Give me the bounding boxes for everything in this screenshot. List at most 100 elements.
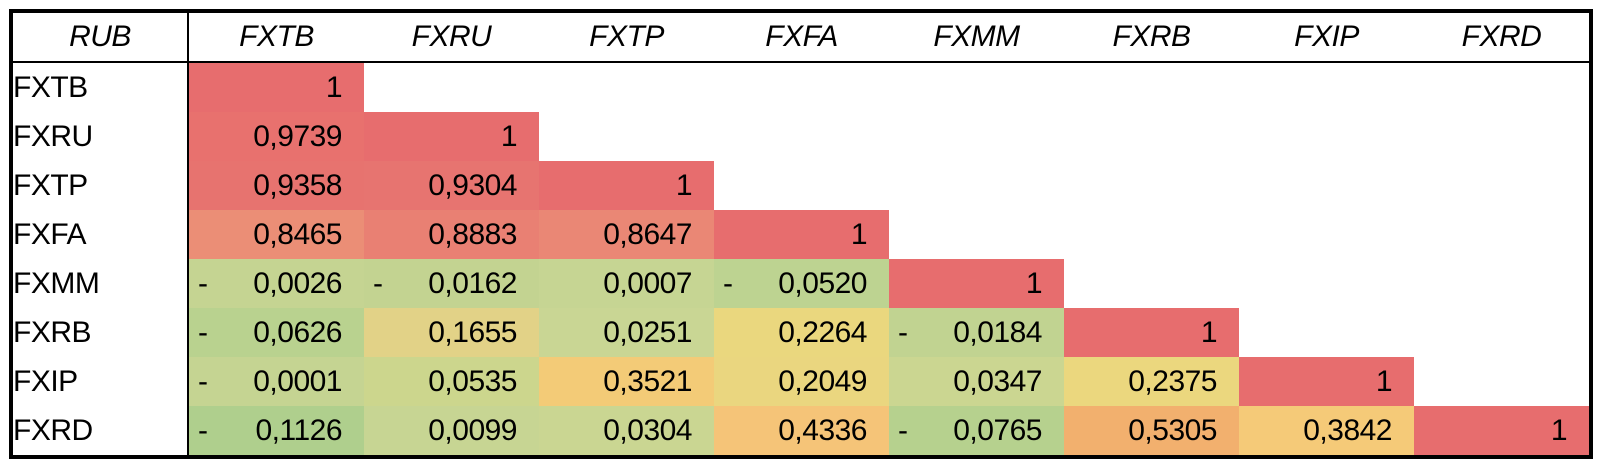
column-header-fxip: FXIP xyxy=(1239,11,1414,63)
matrix-cell-fxrb-fxtp: 0,0251 xyxy=(539,308,714,357)
cell-value: 0,0347 xyxy=(953,364,1042,398)
cell-value: 0,0162 xyxy=(428,266,517,300)
matrix-cell-fxip-fxrb: 0,2375 xyxy=(1064,357,1239,406)
matrix-cell-fxmm-fxfa: - 0,0520 xyxy=(714,259,889,308)
matrix-body: FXTB 1 FXRU 0,9739 1 FXTP 0,9358 0,9304 1 FXFA 0,8… xyxy=(11,62,1591,457)
cell-value: 0,1126 xyxy=(255,413,342,447)
correlation-matrix-table: RUB FXTB FXRU FXTP FXFA FXMM FXRB FXIP FXRD FXT… xyxy=(9,9,1593,459)
empty-cell xyxy=(714,62,889,112)
column-header-fxtb: FXTB xyxy=(188,11,364,63)
cell-value: 0,0007 xyxy=(603,266,692,300)
row-label-fxtp: FXTP xyxy=(11,161,189,210)
empty-cell xyxy=(714,161,889,210)
matrix-cell-fxrd-fxrb: 0,5305 xyxy=(1064,406,1239,457)
cell-value: 0,2049 xyxy=(778,364,867,398)
empty-cell xyxy=(1414,357,1591,406)
empty-cell xyxy=(714,112,889,161)
cell-value: 0,9304 xyxy=(428,168,517,202)
negative-sign: - xyxy=(898,413,908,447)
matrix-cell-fxmm-fxtp: 0,0007 xyxy=(539,259,714,308)
matrix-cell-fxfa-fxru: 0,8883 xyxy=(364,210,539,259)
negative-sign: - xyxy=(898,315,908,349)
column-header-fxru: FXRU xyxy=(364,11,539,63)
empty-cell xyxy=(889,161,1064,210)
matrix-cell-fxrd-fxfa: 0,4336 xyxy=(714,406,889,457)
empty-cell xyxy=(364,62,539,112)
cell-value: 0,0001 xyxy=(253,364,342,398)
table-row-fxip: FXIP - 0,0001 0,0535 0,3521 0,2049 0,0347 0,237… xyxy=(11,357,1591,406)
cell-value: 0,0535 xyxy=(428,364,517,398)
matrix-cell-fxrd-fxmm: - 0,0765 xyxy=(889,406,1064,457)
cell-value: 0,8647 xyxy=(603,217,692,251)
row-label-fxmm: FXMM xyxy=(11,259,189,308)
cell-value: 0,0626 xyxy=(253,315,342,349)
cell-value: 1 xyxy=(1025,266,1043,300)
row-label-fxrd: FXRD xyxy=(11,406,189,457)
cell-value: 0,9739 xyxy=(253,119,342,153)
matrix-cell-fxip-fxtp: 0,3521 xyxy=(539,357,714,406)
table-row-fxtb: FXTB 1 xyxy=(11,62,1591,112)
matrix-cell-fxtp-fxtb: 0,9358 xyxy=(188,161,364,210)
matrix-cell-fxtb-fxtb: 1 xyxy=(188,62,364,112)
cell-value: 1 xyxy=(325,70,343,104)
cell-value: 1 xyxy=(500,119,518,153)
empty-cell xyxy=(1414,112,1591,161)
header-row: RUB FXTB FXRU FXTP FXFA FXMM FXRB FXIP FXRD xyxy=(11,11,1591,63)
matrix-cell-fxrb-fxtb: - 0,0626 xyxy=(188,308,364,357)
matrix-cell-fxrd-fxtb: - 0,1126 xyxy=(188,406,364,457)
empty-cell xyxy=(889,210,1064,259)
cell-value: 0,4336 xyxy=(778,413,867,447)
cell-value: 0,8883 xyxy=(428,217,517,251)
negative-sign: - xyxy=(373,266,383,300)
cell-value: 0,8465 xyxy=(253,217,342,251)
empty-cell xyxy=(1064,259,1239,308)
row-label-fxrb: FXRB xyxy=(11,308,189,357)
cell-value: 0,9358 xyxy=(253,168,342,202)
cell-value: 1 xyxy=(850,217,868,251)
cell-value: 0,5305 xyxy=(1128,413,1217,447)
empty-cell xyxy=(539,112,714,161)
negative-sign: - xyxy=(198,315,208,349)
empty-cell xyxy=(1064,210,1239,259)
cell-value: 0,2375 xyxy=(1128,364,1217,398)
empty-cell xyxy=(1239,161,1414,210)
matrix-cell-fxip-fxfa: 0,2049 xyxy=(714,357,889,406)
column-header-fxtp: FXTP xyxy=(539,11,714,63)
column-header-fxrd: FXRD xyxy=(1414,11,1591,63)
matrix-cell-fxip-fxip: 1 xyxy=(1239,357,1414,406)
table-row-fxfa: FXFA 0,8465 0,8883 0,8647 1 xyxy=(11,210,1591,259)
row-label-fxtb: FXTB xyxy=(11,62,189,112)
matrix-cell-fxru-fxtb: 0,9739 xyxy=(188,112,364,161)
matrix-cell-fxru-fxru: 1 xyxy=(364,112,539,161)
matrix-cell-fxrd-fxtp: 0,0304 xyxy=(539,406,714,457)
negative-sign: - xyxy=(198,413,208,447)
cell-value: 0,0520 xyxy=(778,266,867,300)
matrix-cell-fxrb-fxfa: 0,2264 xyxy=(714,308,889,357)
matrix-cell-fxrd-fxru: 0,0099 xyxy=(364,406,539,457)
cell-value: 0,0099 xyxy=(428,413,517,447)
matrix-cell-fxrb-fxrb: 1 xyxy=(1064,308,1239,357)
empty-cell xyxy=(1414,62,1591,112)
empty-cell xyxy=(889,62,1064,112)
empty-cell xyxy=(1239,259,1414,308)
cell-value: 0,0765 xyxy=(953,413,1042,447)
matrix-cell-fxmm-fxru: - 0,0162 xyxy=(364,259,539,308)
cell-value: 1 xyxy=(1200,315,1218,349)
column-header-fxfa: FXFA xyxy=(714,11,889,63)
empty-cell xyxy=(1414,259,1591,308)
cell-value: 0,2264 xyxy=(778,315,867,349)
matrix-cell-fxip-fxru: 0,0535 xyxy=(364,357,539,406)
empty-cell xyxy=(1239,210,1414,259)
table-row-fxrb: FXRB -0,0626 0,1655 0,0251 0,2264-0,0184 1 xyxy=(11,308,1591,357)
cell-value: 1 xyxy=(1550,413,1568,447)
empty-cell xyxy=(539,62,714,112)
matrix-cell-fxrb-fxmm: - 0,0184 xyxy=(889,308,1064,357)
empty-cell xyxy=(1064,161,1239,210)
matrix-cell-fxfa-fxtb: 0,8465 xyxy=(188,210,364,259)
negative-sign: - xyxy=(723,266,733,300)
empty-cell xyxy=(1414,210,1591,259)
table-row-fxtp: FXTP 0,9358 0,9304 1 xyxy=(11,161,1591,210)
cell-value: 1 xyxy=(1375,364,1393,398)
cell-value: 0,0026 xyxy=(253,266,342,300)
